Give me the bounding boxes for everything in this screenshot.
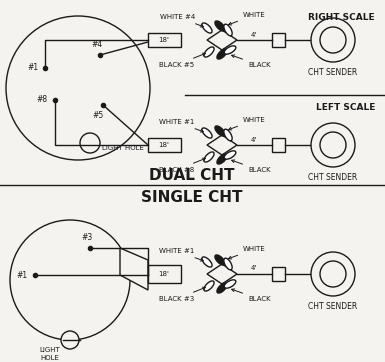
Ellipse shape [215,21,225,31]
Text: WHITE #1: WHITE #1 [159,119,203,132]
Bar [272,33,285,47]
Text: BLACK #3: BLACK #3 [159,287,206,302]
Text: CHT SENDER: CHT SENDER [308,302,358,311]
Text: BLACK: BLACK [232,160,271,173]
Ellipse shape [202,23,212,33]
Text: WHITE: WHITE [229,246,266,259]
Text: WHITE: WHITE [229,117,266,130]
Ellipse shape [224,46,236,54]
Text: LEFT SCALE: LEFT SCALE [316,104,375,113]
Ellipse shape [202,128,212,138]
Ellipse shape [217,49,227,59]
Circle shape [320,27,346,53]
Bar [272,267,285,281]
Circle shape [10,220,130,340]
Text: BLACK #8: BLACK #8 [159,158,206,173]
Text: SINGLE CHT: SINGLE CHT [141,189,243,205]
Ellipse shape [204,152,214,162]
Polygon shape [120,248,148,290]
Text: #1: #1 [28,63,39,72]
Circle shape [311,18,355,62]
Ellipse shape [217,154,227,164]
Ellipse shape [217,283,227,293]
Text: #4: #4 [91,40,103,49]
Ellipse shape [215,126,225,136]
Circle shape [311,123,355,167]
Bar [148,33,181,47]
Text: 4': 4' [251,32,257,38]
Ellipse shape [224,129,232,141]
Text: 4': 4' [251,137,257,143]
Text: 4': 4' [251,265,257,271]
Text: BLACK: BLACK [232,55,271,68]
Ellipse shape [204,281,214,291]
Circle shape [61,331,79,349]
Text: BLACK #5: BLACK #5 [159,53,206,68]
Circle shape [80,133,100,153]
Text: DUAL CHT: DUAL CHT [149,168,235,182]
Text: 18': 18' [159,271,169,277]
Polygon shape [207,135,237,155]
Text: 18': 18' [159,37,169,43]
Text: WHITE #1: WHITE #1 [159,248,203,261]
Circle shape [320,132,346,158]
Ellipse shape [204,47,214,57]
Text: RIGHT SCALE: RIGHT SCALE [308,13,375,22]
Ellipse shape [215,255,225,265]
Circle shape [6,16,150,160]
Circle shape [311,252,355,296]
Text: 18': 18' [159,142,169,148]
Text: CHT SENDER: CHT SENDER [308,173,358,182]
Polygon shape [207,30,237,50]
Text: #5: #5 [92,111,104,120]
Text: CHT SENDER: CHT SENDER [308,68,358,77]
Text: WHITE #4: WHITE #4 [160,14,203,27]
Ellipse shape [224,280,236,288]
Bar [148,138,181,152]
Text: WHITE: WHITE [229,12,266,25]
Ellipse shape [224,258,232,270]
Text: #8: #8 [37,96,48,105]
Bar [272,138,285,152]
Circle shape [320,261,346,287]
Text: #3: #3 [81,233,93,242]
Ellipse shape [224,24,232,36]
Text: #1: #1 [17,270,28,279]
Bar [148,265,181,283]
Ellipse shape [224,151,236,159]
Text: LIGHT
HOLE: LIGHT HOLE [40,348,60,361]
Text: BLACK: BLACK [232,289,271,302]
Ellipse shape [202,257,212,267]
Polygon shape [207,264,237,284]
Text: LIGHT HOLE: LIGHT HOLE [102,145,144,151]
